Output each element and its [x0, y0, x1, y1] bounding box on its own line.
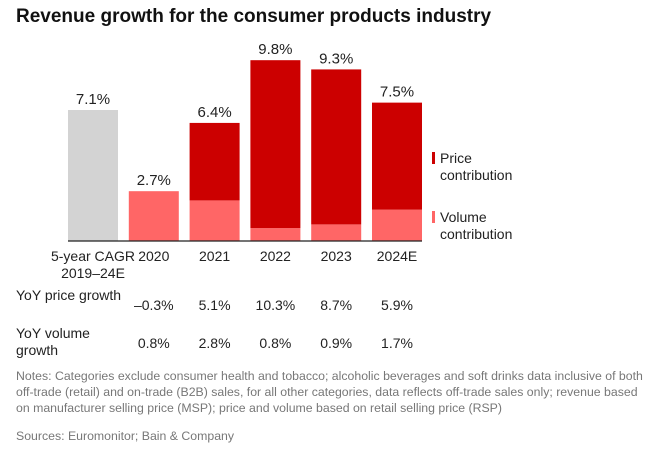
total-label: 7.1% [76, 91, 110, 108]
table-cell: 5.1% [198, 297, 231, 313]
table-cell: 1.7% [381, 335, 413, 351]
table-cell: 10.3% [255, 297, 296, 313]
category-label: 2022 [260, 248, 291, 264]
sources: Sources: Euromonitor; Bain & Company [16, 429, 235, 443]
legend-label: contribution [440, 167, 512, 183]
total-label: 9.3% [319, 50, 353, 67]
table-cell: 0.9% [320, 335, 353, 351]
legend-swatch [432, 152, 435, 164]
total-label: 2.7% [137, 172, 171, 189]
bar-segment [311, 69, 362, 225]
total-label: 6.4% [197, 104, 231, 121]
bar-segment [372, 209, 422, 241]
legend-label: Volume [440, 209, 487, 225]
category-label: 2024E [377, 248, 417, 264]
category-label: 2019–24E [61, 265, 125, 281]
chart-title: Revenue growth for the consumer products… [16, 6, 492, 27]
row-label: YoY price growth [16, 287, 122, 303]
bar-cagr [68, 110, 118, 241]
bar-segment [311, 224, 362, 241]
table-cell: 0.8% [259, 335, 292, 351]
total-label: 7.5% [380, 84, 414, 101]
bar-segment [250, 60, 301, 229]
row-label: YoY volume growth [16, 325, 90, 358]
notes: Notes: Categories exclude consumer healt… [16, 369, 643, 415]
bar-segment [128, 191, 179, 241]
legend-label: contribution [440, 226, 512, 242]
bar-segment [372, 102, 422, 210]
category-label: 5-year CAGR [51, 248, 135, 264]
category-label: 2020 [138, 248, 169, 264]
table-cell: 8.7% [320, 297, 353, 313]
bar-segment [189, 200, 240, 241]
legend-swatch [432, 211, 435, 223]
table-cell: –0.3% [133, 297, 174, 313]
table-cell: 5.9% [381, 297, 413, 313]
total-label: 9.8% [258, 41, 292, 58]
bar-segment [189, 122, 240, 201]
category-label: 2023 [321, 248, 352, 264]
bar-segment [250, 228, 301, 241]
legend-label: Price [440, 150, 472, 166]
category-label: 2021 [199, 248, 230, 264]
table-cell: 2.8% [198, 335, 231, 351]
table-cell: 0.8% [137, 335, 170, 351]
